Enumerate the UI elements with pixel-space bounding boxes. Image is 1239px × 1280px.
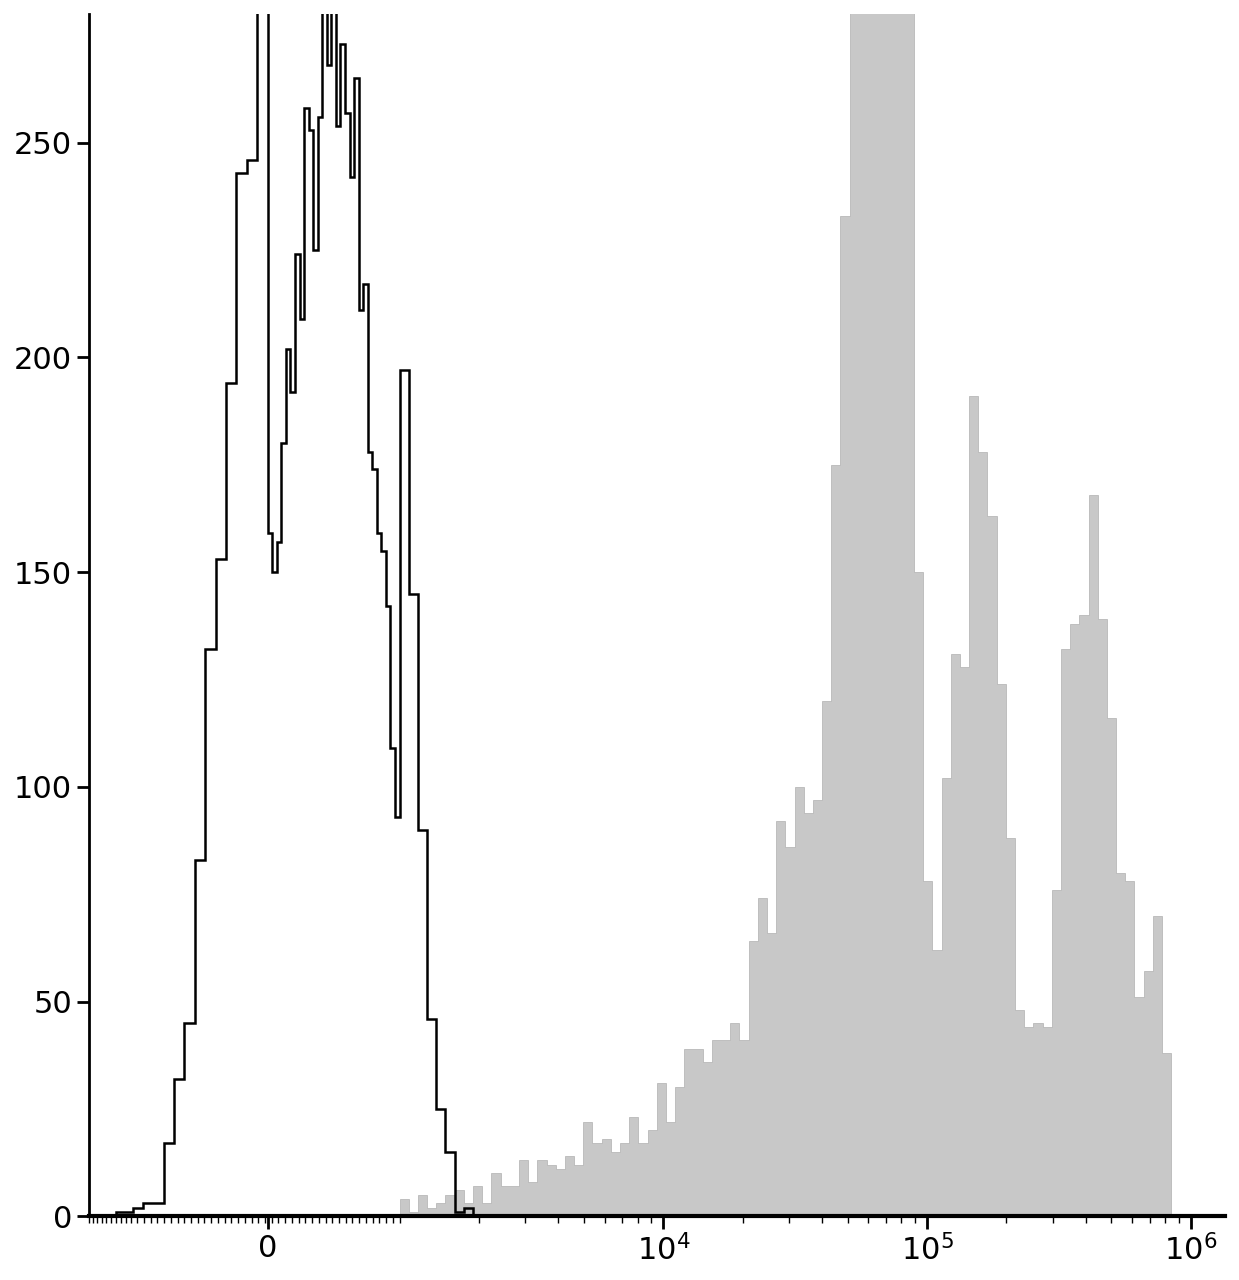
Polygon shape [89, 0, 1217, 1216]
